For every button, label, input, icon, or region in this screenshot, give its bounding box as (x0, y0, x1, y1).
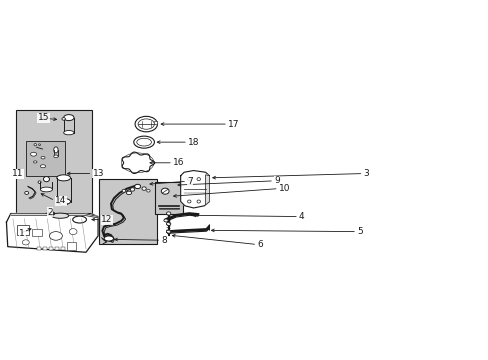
Ellipse shape (163, 219, 168, 222)
Ellipse shape (30, 152, 37, 156)
Bar (37, 247, 41, 250)
Bar (48, 247, 53, 250)
Ellipse shape (54, 155, 58, 158)
Bar (16, 110, 92, 217)
Ellipse shape (60, 203, 67, 205)
Text: 17: 17 (227, 120, 239, 129)
Bar (66, 242, 76, 250)
Ellipse shape (38, 181, 41, 184)
Bar (99, 179, 157, 244)
Text: 7: 7 (187, 177, 192, 186)
Text: 1: 1 (20, 229, 25, 238)
Ellipse shape (41, 187, 52, 192)
Ellipse shape (126, 191, 131, 195)
Ellipse shape (34, 144, 37, 146)
Ellipse shape (135, 116, 157, 132)
Ellipse shape (41, 165, 45, 168)
Polygon shape (180, 171, 209, 208)
Text: 11: 11 (12, 170, 23, 179)
Text: 9: 9 (273, 176, 279, 185)
Text: 18: 18 (187, 138, 199, 147)
Text: 2: 2 (47, 208, 53, 217)
Text: 10: 10 (278, 184, 290, 193)
Ellipse shape (25, 192, 28, 194)
Ellipse shape (57, 175, 70, 181)
Ellipse shape (146, 189, 150, 192)
Ellipse shape (166, 230, 170, 233)
Ellipse shape (43, 176, 49, 182)
Bar (26, 141, 64, 176)
Ellipse shape (187, 177, 191, 181)
Polygon shape (205, 175, 209, 205)
Ellipse shape (166, 222, 170, 226)
Ellipse shape (137, 138, 151, 146)
Ellipse shape (49, 231, 62, 240)
Bar (32, 229, 41, 237)
Ellipse shape (52, 213, 69, 218)
Ellipse shape (134, 184, 141, 189)
Ellipse shape (138, 119, 154, 129)
Text: 14: 14 (55, 196, 66, 205)
Ellipse shape (187, 200, 191, 203)
Ellipse shape (134, 136, 154, 148)
Bar (61, 247, 65, 250)
Bar (155, 182, 183, 215)
Bar (154, 121, 157, 123)
Text: 13: 13 (92, 169, 104, 178)
Text: 6: 6 (257, 240, 263, 249)
Text: 5: 5 (356, 227, 362, 236)
Text: 3: 3 (363, 169, 368, 178)
Ellipse shape (142, 187, 146, 190)
Ellipse shape (63, 131, 74, 135)
Ellipse shape (197, 200, 200, 203)
Ellipse shape (104, 236, 113, 241)
Bar (55, 247, 59, 250)
Polygon shape (11, 213, 98, 218)
Ellipse shape (122, 189, 125, 192)
Ellipse shape (41, 156, 45, 159)
Ellipse shape (57, 198, 70, 204)
Text: 12: 12 (101, 215, 112, 224)
Text: 16: 16 (173, 158, 184, 167)
Ellipse shape (130, 188, 134, 191)
Bar (17, 225, 29, 235)
Ellipse shape (54, 147, 58, 153)
Ellipse shape (34, 161, 37, 163)
Ellipse shape (73, 216, 86, 223)
Polygon shape (6, 213, 98, 252)
Ellipse shape (63, 114, 74, 121)
Ellipse shape (39, 144, 41, 145)
Ellipse shape (166, 212, 170, 215)
Ellipse shape (48, 212, 55, 215)
Ellipse shape (22, 240, 29, 245)
Ellipse shape (62, 118, 65, 120)
Ellipse shape (69, 229, 77, 235)
Text: 11: 11 (12, 170, 23, 179)
Text: 4: 4 (298, 212, 304, 221)
Text: 8: 8 (161, 236, 167, 245)
Ellipse shape (197, 177, 200, 181)
Bar (42, 247, 47, 250)
Ellipse shape (161, 188, 169, 194)
Text: 15: 15 (38, 113, 49, 122)
